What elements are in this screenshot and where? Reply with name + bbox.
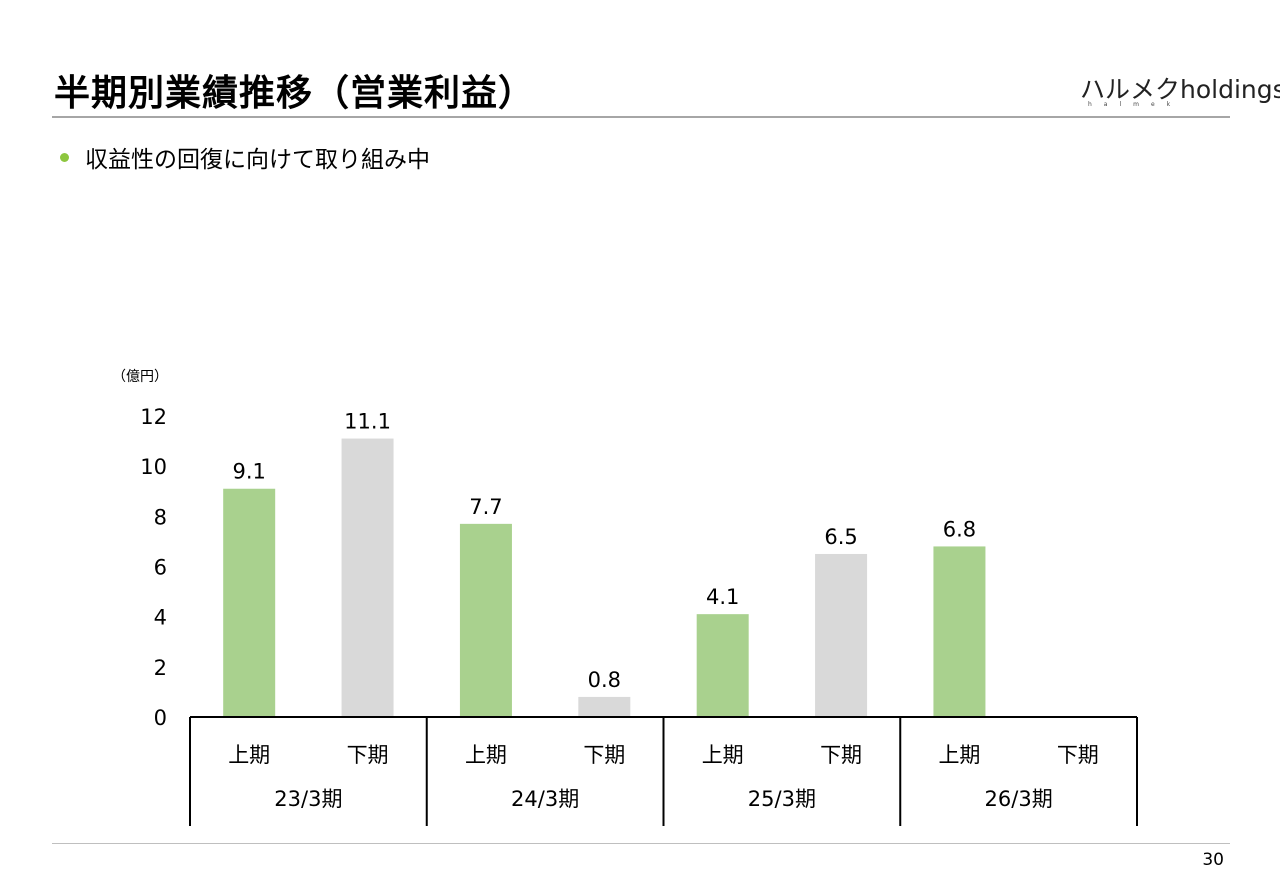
bar xyxy=(459,523,512,717)
bar xyxy=(341,438,394,717)
x-tick-label: 下期 xyxy=(820,743,862,767)
bar xyxy=(578,696,631,717)
y-tick-label: 2 xyxy=(154,656,167,680)
footer-divider xyxy=(52,843,1230,844)
bullet-text: 収益性の回復に向けて取り組み中 xyxy=(85,147,430,173)
bar xyxy=(223,488,276,717)
y-tick-label: 0 xyxy=(154,706,167,730)
x-tick-label: 下期 xyxy=(583,743,625,767)
bar xyxy=(815,553,868,717)
data-label: 11.1 xyxy=(344,410,391,434)
x-tick-label: 下期 xyxy=(1057,743,1099,767)
page-number: 30 xyxy=(1202,850,1224,870)
group-label: 24/3期 xyxy=(511,787,579,811)
data-label: 6.8 xyxy=(943,517,976,541)
x-tick-label: 上期 xyxy=(702,743,744,767)
y-tick-label: 4 xyxy=(154,606,167,630)
logo-subtext: halmek xyxy=(1088,101,1183,108)
title-divider xyxy=(52,116,1230,118)
y-tick-label: 8 xyxy=(154,505,167,529)
group-label: 25/3期 xyxy=(748,787,816,811)
data-label: 6.5 xyxy=(824,525,857,549)
company-logo: ハルメクholdings halmek xyxy=(1080,70,1280,110)
bar xyxy=(933,546,986,717)
x-tick-label: 上期 xyxy=(228,743,270,767)
data-label: 9.1 xyxy=(232,460,265,484)
bullet-item: 収益性の回復に向けて取り組み中 xyxy=(60,140,430,174)
unit-label: （億円） xyxy=(112,369,168,385)
group-label: 26/3期 xyxy=(985,787,1053,811)
page-title: 半期別業績推移（営業利益） xyxy=(54,73,536,114)
bar xyxy=(696,614,749,717)
data-label: 0.8 xyxy=(588,668,621,692)
data-label: 7.7 xyxy=(469,495,502,519)
x-tick-label: 下期 xyxy=(347,743,389,767)
y-tick-label: 6 xyxy=(154,556,167,580)
bullet-dot-icon xyxy=(60,152,69,162)
logo-text: ハルメクholdings xyxy=(1080,75,1280,104)
x-tick-label: 上期 xyxy=(938,743,980,767)
data-label: 4.1 xyxy=(706,585,739,609)
x-tick-label: 上期 xyxy=(465,743,507,767)
y-tick-label: 10 xyxy=(140,455,167,479)
group-label: 23/3期 xyxy=(274,787,342,811)
y-tick-label: 12 xyxy=(140,405,167,429)
